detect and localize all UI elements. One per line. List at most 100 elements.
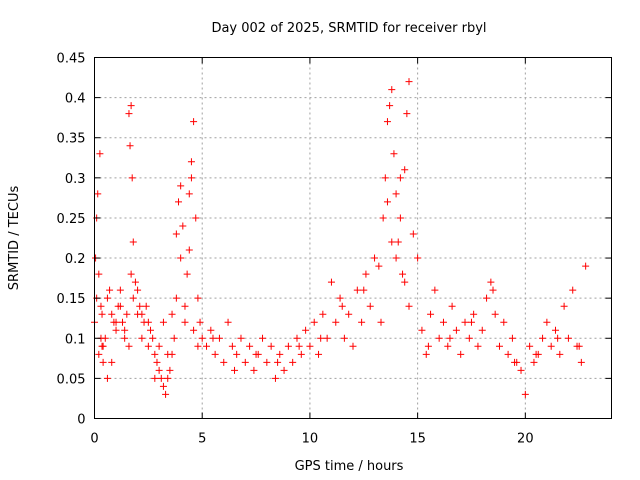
data-point: [181, 318, 189, 326]
data-point: [338, 302, 346, 310]
data-point: [349, 342, 357, 350]
data-point: [185, 190, 193, 198]
data-point: [144, 342, 152, 350]
data-point: [149, 334, 157, 342]
data-point: [162, 390, 170, 398]
data-point: [203, 342, 211, 350]
data-point: [375, 262, 383, 270]
data-point: [280, 366, 288, 374]
data-point: [315, 350, 323, 358]
data-point: [134, 310, 142, 318]
data-point: [470, 310, 478, 318]
x-tick-label: 15: [409, 432, 426, 447]
data-point: [386, 102, 394, 110]
y-tick-label: 0.3: [65, 172, 86, 187]
data-point: [172, 230, 180, 238]
data-point: [194, 342, 202, 350]
data-point: [530, 358, 538, 366]
data-point: [532, 350, 540, 358]
data-point: [112, 326, 120, 334]
data-point: [358, 318, 366, 326]
data-point: [345, 310, 353, 318]
data-point: [388, 86, 396, 94]
data-point: [211, 350, 219, 358]
data-point: [95, 270, 103, 278]
data-point: [409, 230, 417, 238]
data-point: [383, 198, 391, 206]
data-point: [233, 350, 241, 358]
data-point: [399, 270, 407, 278]
data-point: [207, 326, 215, 334]
data-point: [129, 294, 137, 302]
data-point: [577, 358, 585, 366]
data-point: [332, 318, 340, 326]
data-point: [153, 358, 161, 366]
data-point: [371, 254, 379, 262]
data-point: [125, 342, 133, 350]
y-tick-label: 0.45: [57, 52, 86, 67]
data-point: [401, 166, 409, 174]
data-point: [177, 254, 185, 262]
data-point: [106, 286, 114, 294]
data-point: [517, 366, 525, 374]
y-tick-label: 0.05: [57, 372, 86, 387]
data-point: [554, 334, 562, 342]
data-point: [551, 326, 559, 334]
data-point: [564, 334, 572, 342]
data-point: [183, 270, 191, 278]
data-point: [448, 302, 456, 310]
data-point: [263, 358, 271, 366]
data-point: [179, 222, 187, 230]
data-point: [317, 334, 325, 342]
data-point: [138, 334, 146, 342]
data-point: [489, 286, 497, 294]
data-point: [467, 318, 475, 326]
data-point: [99, 342, 107, 350]
data-point: [543, 318, 551, 326]
data-point: [379, 214, 387, 222]
data-point: [362, 270, 370, 278]
y-tick-label: 0.25: [57, 212, 86, 227]
data-point: [396, 214, 404, 222]
data-point: [424, 342, 432, 350]
data-point: [252, 350, 260, 358]
data-point: [366, 302, 374, 310]
data-point: [116, 302, 124, 310]
data-point: [295, 342, 303, 350]
data-point: [127, 102, 135, 110]
data-point: [293, 334, 301, 342]
data-point: [271, 374, 279, 382]
data-point: [431, 286, 439, 294]
data-point: [119, 318, 127, 326]
data-point: [192, 214, 200, 222]
data-point: [215, 334, 223, 342]
data-point: [394, 238, 402, 246]
data-point: [108, 310, 116, 318]
data-point: [246, 342, 254, 350]
data-point: [108, 358, 116, 366]
data-point: [284, 342, 292, 350]
data-point: [444, 342, 452, 350]
data-point: [575, 342, 583, 350]
data-point: [125, 110, 133, 118]
data-point: [504, 350, 512, 358]
data-point: [457, 350, 465, 358]
data-point: [185, 246, 193, 254]
data-point: [95, 350, 103, 358]
data-point: [103, 374, 111, 382]
data-point: [237, 334, 245, 342]
data-point: [306, 342, 314, 350]
data-point: [159, 318, 167, 326]
data-point: [194, 294, 202, 302]
data-point: [500, 318, 508, 326]
data-point: [267, 342, 275, 350]
data-point: [526, 342, 534, 350]
x-tick-label: 5: [198, 432, 206, 447]
data-point: [403, 110, 411, 118]
x-tick-label: 10: [302, 432, 319, 447]
data-point: [190, 118, 198, 126]
data-point: [297, 350, 305, 358]
data-point: [224, 318, 232, 326]
data-point: [310, 318, 318, 326]
data-point: [131, 278, 139, 286]
